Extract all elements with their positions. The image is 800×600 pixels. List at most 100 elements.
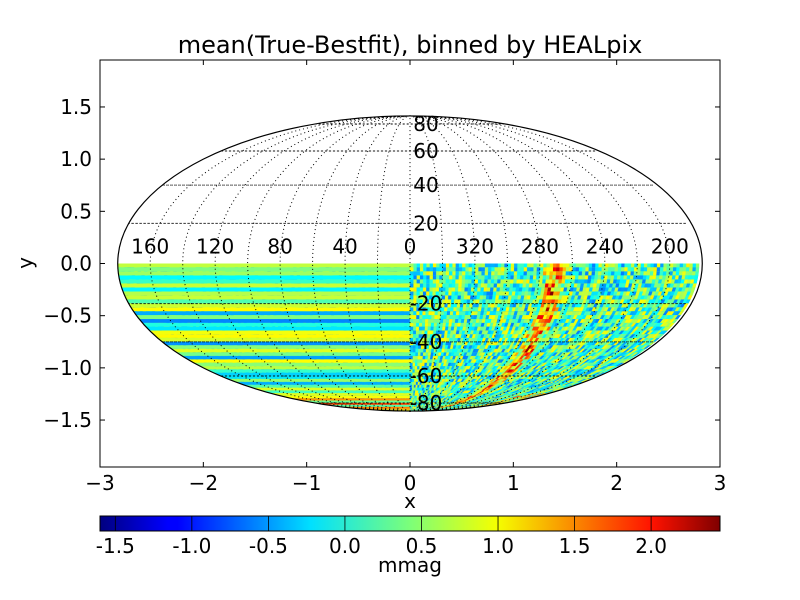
heatmap-cell bbox=[643, 263, 648, 268]
heatmap-cell bbox=[611, 263, 615, 268]
heatmap-cell bbox=[455, 263, 459, 268]
heatmap-cell bbox=[581, 271, 586, 276]
heatmap-cell bbox=[688, 267, 693, 272]
heatmap-cell bbox=[444, 287, 449, 292]
heatmap-cell bbox=[662, 267, 667, 272]
heatmap-cell bbox=[470, 287, 475, 292]
heatmap-cell bbox=[445, 267, 450, 272]
heatmap-cell bbox=[526, 267, 531, 272]
heatmap-cell bbox=[695, 263, 700, 268]
heatmap-cell bbox=[466, 291, 471, 296]
heatmap-cell bbox=[568, 271, 573, 276]
heatmap-cell bbox=[575, 267, 580, 272]
heatmap-cell bbox=[617, 267, 622, 272]
heatmap-cell bbox=[463, 287, 468, 292]
heatmap-cell bbox=[500, 267, 505, 272]
heatmap-cell bbox=[463, 295, 468, 300]
heatmap-cell bbox=[481, 263, 485, 268]
heatmap-cell bbox=[617, 263, 622, 268]
heatmap-cell bbox=[630, 263, 635, 268]
heatmap-cell bbox=[682, 263, 687, 268]
heatmap-cell bbox=[682, 267, 687, 272]
heatmap-cell bbox=[565, 263, 570, 268]
heatmap-cell bbox=[522, 279, 527, 284]
heatmap-cell bbox=[496, 283, 501, 288]
heatmap-cell bbox=[678, 267, 683, 272]
heatmap-cell bbox=[529, 263, 534, 268]
heatmap-cell bbox=[470, 279, 475, 284]
heatmap-cell bbox=[497, 271, 502, 276]
heatmap-cell bbox=[422, 271, 427, 276]
heatmap-cell bbox=[574, 271, 579, 276]
heatmap-cell bbox=[461, 283, 465, 288]
heatmap-cell bbox=[427, 319, 432, 324]
heatmap-cell bbox=[461, 275, 466, 280]
heatmap-cell bbox=[598, 263, 602, 268]
heatmap-cell bbox=[466, 295, 471, 300]
heatmap-cell bbox=[457, 291, 462, 296]
heatmap-cell bbox=[412, 319, 417, 324]
heatmap-cell bbox=[581, 267, 586, 272]
heatmap-cell bbox=[513, 271, 518, 276]
heatmap-cell bbox=[448, 287, 452, 292]
heatmap-cell bbox=[425, 279, 430, 284]
heatmap-cell bbox=[685, 267, 690, 272]
heatmap-cell bbox=[444, 299, 448, 304]
heatmap-cell bbox=[448, 263, 453, 268]
heatmap-cell bbox=[416, 271, 420, 276]
heatmap-cell bbox=[481, 267, 485, 272]
heatmap-cell bbox=[451, 271, 456, 276]
heatmap-cell bbox=[458, 275, 462, 280]
heatmap-cell bbox=[443, 303, 448, 308]
heatmap-cell bbox=[594, 271, 599, 276]
heatmap-cell bbox=[446, 311, 451, 316]
heatmap-cell bbox=[474, 263, 479, 268]
heatmap-cell bbox=[519, 271, 524, 276]
heatmap-cell bbox=[552, 263, 557, 268]
heatmap-cell bbox=[529, 271, 534, 276]
heatmap-cell bbox=[468, 263, 472, 268]
heatmap-cell bbox=[414, 355, 418, 360]
heatmap-cell bbox=[459, 299, 464, 304]
heatmap-cell bbox=[443, 311, 448, 316]
heatmap-cell bbox=[433, 315, 438, 320]
heatmap-cell bbox=[425, 283, 430, 288]
heatmap-cell bbox=[520, 263, 524, 268]
heatmap-cell bbox=[458, 271, 463, 276]
heatmap-cell bbox=[494, 263, 498, 268]
heatmap-cell bbox=[542, 263, 547, 268]
heatmap-cell bbox=[439, 315, 444, 320]
heatmap-cell bbox=[453, 299, 458, 304]
heatmap-cell bbox=[486, 287, 491, 292]
heatmap-cell bbox=[464, 263, 469, 268]
heatmap-cell bbox=[633, 263, 638, 268]
heatmap-cell bbox=[458, 263, 463, 268]
heatmap-cell bbox=[435, 283, 440, 288]
heatmap-cell bbox=[432, 275, 437, 280]
heatmap-cell bbox=[520, 267, 524, 272]
heatmap-cell bbox=[558, 267, 563, 272]
heatmap-cell bbox=[679, 263, 683, 268]
heatmap-cell bbox=[522, 275, 527, 280]
heatmap-cell bbox=[484, 275, 488, 280]
heatmap-cell bbox=[656, 263, 661, 268]
heatmap-cell bbox=[418, 315, 423, 320]
heatmap-cell bbox=[445, 283, 449, 288]
heatmap-cell bbox=[469, 291, 474, 296]
heatmap-cell bbox=[448, 275, 453, 280]
heatmap-cell bbox=[526, 271, 531, 276]
heatmap-cell bbox=[558, 275, 563, 280]
heatmap-cell bbox=[519, 279, 524, 284]
heatmap-cell bbox=[633, 267, 638, 272]
heatmap-cell bbox=[555, 271, 560, 276]
heatmap-cell bbox=[445, 279, 449, 284]
heatmap-cell bbox=[490, 263, 495, 268]
heatmap-cell bbox=[487, 263, 492, 268]
heatmap-cell bbox=[659, 263, 664, 268]
heatmap-cell bbox=[422, 263, 427, 268]
heatmap-cell bbox=[591, 271, 596, 276]
heatmap-cell bbox=[536, 271, 540, 276]
heatmap-cell bbox=[441, 283, 446, 288]
heatmap-cell bbox=[426, 267, 430, 272]
